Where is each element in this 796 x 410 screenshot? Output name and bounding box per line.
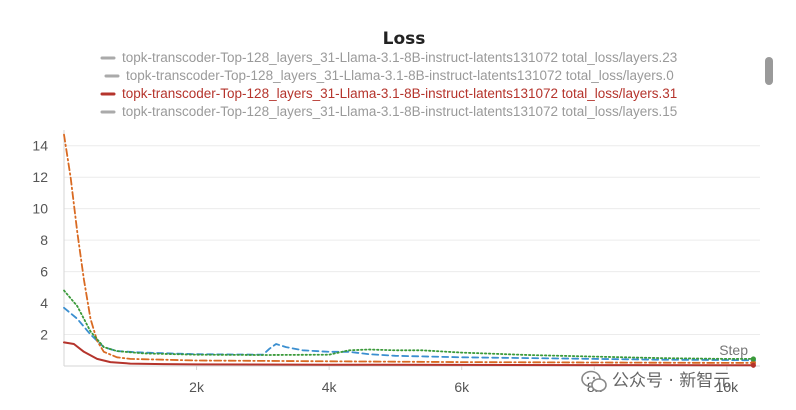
y-tick-label: 6 bbox=[40, 264, 48, 280]
y-tick-label: 8 bbox=[40, 232, 48, 248]
y-tick-label: 2 bbox=[40, 327, 48, 343]
y-tick-label: 10 bbox=[32, 201, 48, 217]
x-tick-label: 10k bbox=[716, 379, 740, 395]
series-line[interactable] bbox=[63, 289, 755, 360]
watermark-text: 公众号 · 新智元 bbox=[612, 371, 730, 391]
x-axis-label: Step bbox=[719, 342, 748, 358]
x-tick-label: 2k bbox=[189, 379, 205, 395]
legend[interactable]: topk-transcoder-Top-128_layers_31-Llama-… bbox=[100, 50, 677, 119]
series-end-point bbox=[750, 362, 756, 368]
chart-title: Loss bbox=[383, 29, 426, 49]
series-end-point bbox=[750, 356, 756, 362]
legend-entry[interactable]: topk-transcoder-Top-128_layers_31-Llama-… bbox=[122, 86, 677, 101]
series-line[interactable] bbox=[63, 341, 755, 367]
series-layer bbox=[63, 133, 756, 368]
legend-entry[interactable]: topk-transcoder-Top-128_layers_31-Llama-… bbox=[126, 68, 674, 83]
y-tick-label: 14 bbox=[32, 138, 48, 154]
y-tick-label: 4 bbox=[40, 295, 48, 311]
legend-entry[interactable]: topk-transcoder-Top-128_layers_31-Llama-… bbox=[122, 50, 677, 65]
watermark: 公众号 · 新智元 bbox=[581, 370, 730, 392]
grid bbox=[64, 145, 760, 336]
x-tick-label: 4k bbox=[322, 379, 338, 395]
x-tick-label: 6k bbox=[454, 379, 470, 395]
legend-entry[interactable]: topk-transcoder-Top-128_layers_31-Llama-… bbox=[122, 104, 677, 119]
y-tick-label: 12 bbox=[32, 169, 48, 185]
axes: 24681012142k4k6k8k10k bbox=[32, 130, 760, 395]
scrollbar-thumb[interactable] bbox=[765, 57, 773, 85]
series-line[interactable] bbox=[63, 133, 755, 364]
wechat-icon bbox=[581, 370, 607, 392]
